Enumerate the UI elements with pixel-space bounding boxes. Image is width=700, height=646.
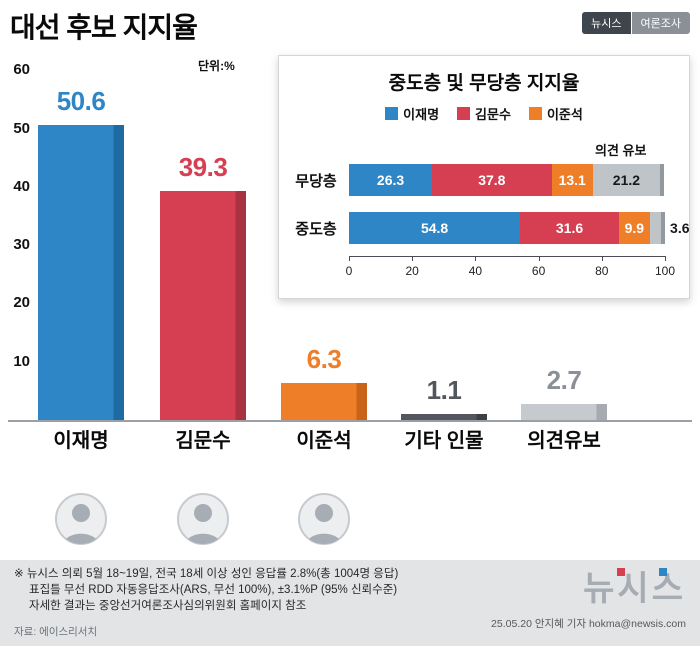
- unit-label: 단위:%: [198, 59, 235, 73]
- note-line: 표집틀 무선 RDD 자동응답조사(ARS, 무선 100%), ±3.1%P …: [29, 584, 398, 596]
- stacked-bar: 26.3 37.8 13.1 21.2: [349, 164, 665, 196]
- data-source: 자료: 에이스리서치: [14, 626, 98, 638]
- bar-endcap: [661, 212, 665, 244]
- person-icon: [298, 493, 350, 545]
- bar-category: 의견유보: [527, 430, 601, 452]
- y-axis-tick: 40: [13, 177, 30, 195]
- row-label: 무당층: [295, 172, 337, 190]
- row-label: 중도층: [295, 220, 337, 238]
- stacked-bar: 54.8 31.6 9.9 3.6: [349, 212, 690, 244]
- x-axis-tick: 80: [595, 264, 609, 278]
- reserved-opinion-label: 의견 유보: [595, 143, 647, 158]
- x-axis-tickmark: [538, 256, 540, 261]
- x-axis-tickmark: [349, 256, 350, 261]
- legend: 이재명 김문수 이준석: [279, 104, 689, 123]
- y-axis-tick: 20: [13, 294, 30, 312]
- person-icon: [177, 493, 229, 545]
- bar-category: 김문수: [175, 430, 231, 452]
- bar-category: 기타 인물: [404, 430, 484, 452]
- legend-item: 김문수: [457, 104, 511, 123]
- stacked-segment: 26.3: [349, 164, 433, 196]
- legend-item: 이재명: [385, 104, 439, 123]
- legend-swatch: [385, 107, 399, 120]
- logo-text: 뉴시스: [583, 570, 686, 608]
- newsis-logo: 뉴시스: [583, 568, 686, 608]
- stacked-row-independents: 무당층 26.3 37.8 13.1 21.2: [287, 164, 665, 196]
- footer-band: [0, 560, 700, 646]
- x-axis-tickmark: [475, 256, 477, 261]
- candidate-photo-lee-jun-seok: [297, 492, 351, 546]
- x-axis-tick: 40: [468, 264, 483, 278]
- bar-group-kim-moon-soo: 39.3 김문수: [160, 70, 246, 452]
- bar: [38, 125, 124, 420]
- legend-swatch: [528, 107, 542, 120]
- logo-red-square-icon: [617, 568, 626, 576]
- stacked-segment: 9.9: [618, 212, 650, 244]
- bar: [160, 191, 246, 420]
- bar-value: 6.3: [306, 344, 342, 374]
- candidate-photo-kim-moon-soo: [176, 492, 230, 546]
- bar-group-others: 1.1 기타 인물: [401, 70, 487, 452]
- x-axis-tick: 60: [531, 264, 546, 278]
- bar: [521, 404, 607, 420]
- x-axis-tickmark: [412, 256, 414, 261]
- legend-label: 이재명: [403, 107, 440, 122]
- stacked-segment: 31.6: [520, 212, 619, 244]
- bar-group-reserved: 2.7 의견유보: [521, 70, 607, 452]
- x-axis-tick: 20: [405, 264, 419, 278]
- inset-panel: 중도층 및 무당층 지지율 이재명 김문수 이준석 의견 유보 무당층 26.3…: [278, 55, 690, 299]
- bar-value: 2.7: [546, 365, 582, 395]
- bar-endcap: [659, 164, 664, 196]
- bar-category: 이준석: [296, 430, 352, 452]
- logo-blue-square-icon: [659, 568, 668, 576]
- bar: [281, 383, 367, 420]
- person-icon: [55, 493, 107, 545]
- candidate-photo-lee-jae-myung: [54, 492, 108, 546]
- note-line: 자세한 결과는 중앙선거여론조사심의위원회 홈페이지 참조: [29, 600, 307, 612]
- bar-value: 50.6: [56, 86, 106, 116]
- stacked-segment: 3.6: [649, 212, 690, 244]
- y-axis-tick: 60: [13, 61, 30, 79]
- note-line: ※ 뉴시스 의뢰 5월 18~19일, 전국 18세 이상 성인 응답률 2.8…: [14, 568, 399, 580]
- x-axis-line: [8, 420, 692, 422]
- legend-label: 김문수: [475, 107, 511, 122]
- x-axis-tick: 100: [654, 264, 676, 278]
- stacked-segment: 13.1: [551, 164, 593, 196]
- header-badges: 뉴시스 여론조사: [582, 12, 690, 34]
- bar: [401, 414, 487, 420]
- inset-x-axis-line: [349, 256, 666, 257]
- stacked-segment: 21.2: [592, 164, 660, 196]
- methodology-notes: ※ 뉴시스 의뢰 5월 18~19일, 전국 18세 이상 성인 응답률 2.8…: [14, 566, 398, 614]
- stacked-row-moderates: 중도층 54.8 31.6 9.9 3.6: [287, 212, 690, 244]
- stacked-segment: 37.8: [432, 164, 552, 196]
- bar-value: 39.3: [178, 152, 228, 182]
- stacked-segment: 54.8: [349, 212, 521, 244]
- badge-newsis: 뉴시스: [582, 12, 631, 34]
- bar-group-lee-jae-myung: 50.6 이재명: [38, 70, 124, 452]
- x-axis-tickmark: [665, 256, 666, 261]
- legend-label: 이준석: [546, 107, 583, 122]
- y-axis-tick: 10: [13, 352, 30, 370]
- inset-title: 중도층 및 무당층 지지율: [388, 73, 580, 94]
- y-axis-tick: 50: [13, 119, 30, 137]
- bar-category: 이재명: [53, 430, 109, 452]
- y-axis-tick: 30: [13, 236, 30, 254]
- legend-swatch: [457, 107, 471, 120]
- bar-value: 1.1: [426, 375, 462, 405]
- x-axis-tick: 0: [345, 264, 353, 278]
- bar-group-lee-jun-seok: 6.3 이준석: [281, 70, 367, 452]
- x-axis-tickmark: [601, 256, 603, 261]
- byline-credit: 25.05.20 안지혜 기자 hokma@newsis.com: [491, 618, 686, 630]
- badge-poll: 여론조사: [630, 12, 690, 34]
- page-title: 대선 후보 지지율: [10, 12, 198, 43]
- legend-item: 이준석: [528, 104, 583, 123]
